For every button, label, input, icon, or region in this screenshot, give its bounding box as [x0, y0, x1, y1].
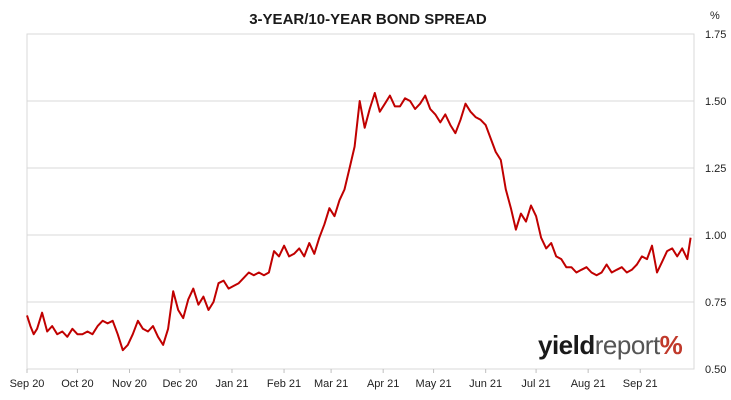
logo-report: report	[594, 330, 660, 360]
x-tick-label: Oct 20	[61, 378, 93, 390]
x-tick-label: Jun 21	[469, 378, 502, 390]
x-tick-label: Jul 21	[521, 378, 550, 390]
y-tick-label: 1.50	[705, 96, 726, 108]
x-tick-label: Nov 20	[112, 378, 147, 390]
x-tick-label: Mar 21	[314, 378, 348, 390]
logo-yield: yield	[538, 330, 595, 360]
x-tick-label: Aug 21	[571, 378, 606, 390]
x-tick-label: Dec 20	[162, 378, 197, 390]
y-tick-label: 0.75	[705, 297, 726, 309]
series-line	[26, 92, 692, 352]
yieldreport-logo: yieldreport%	[538, 330, 683, 360]
x-axis-ticks: Sep 20 Oct 20 Nov 20 Dec 20 Jan 21 Feb 21 Mar …	[10, 369, 658, 390]
chart-title: 3-YEAR/10-YEAR BOND SPREAD	[249, 11, 487, 28]
y-tick-label: 1.75	[705, 29, 726, 41]
x-tick-label: Feb 21	[267, 378, 301, 390]
gridlines	[27, 100, 694, 303]
y-axis-ticks: 1.75 1.50 1.25 1.00 0.75 0.50	[705, 29, 726, 376]
x-tick-label: May 21	[416, 378, 452, 390]
x-tick-label: Sep 21	[623, 378, 658, 390]
y-tick-label: 1.00	[705, 230, 726, 242]
y-tick-label: 0.50	[705, 364, 726, 376]
y-axis-unit: %	[710, 10, 720, 22]
x-tick-label: Sep 20	[10, 378, 45, 390]
logo-percent-icon: %	[659, 330, 683, 360]
x-tick-label: Apr 21	[367, 378, 399, 390]
plot-area	[26, 33, 695, 370]
x-tick-label: Jan 21	[215, 378, 248, 390]
series-group	[26, 92, 692, 352]
y-tick-label: 1.25	[705, 163, 726, 175]
